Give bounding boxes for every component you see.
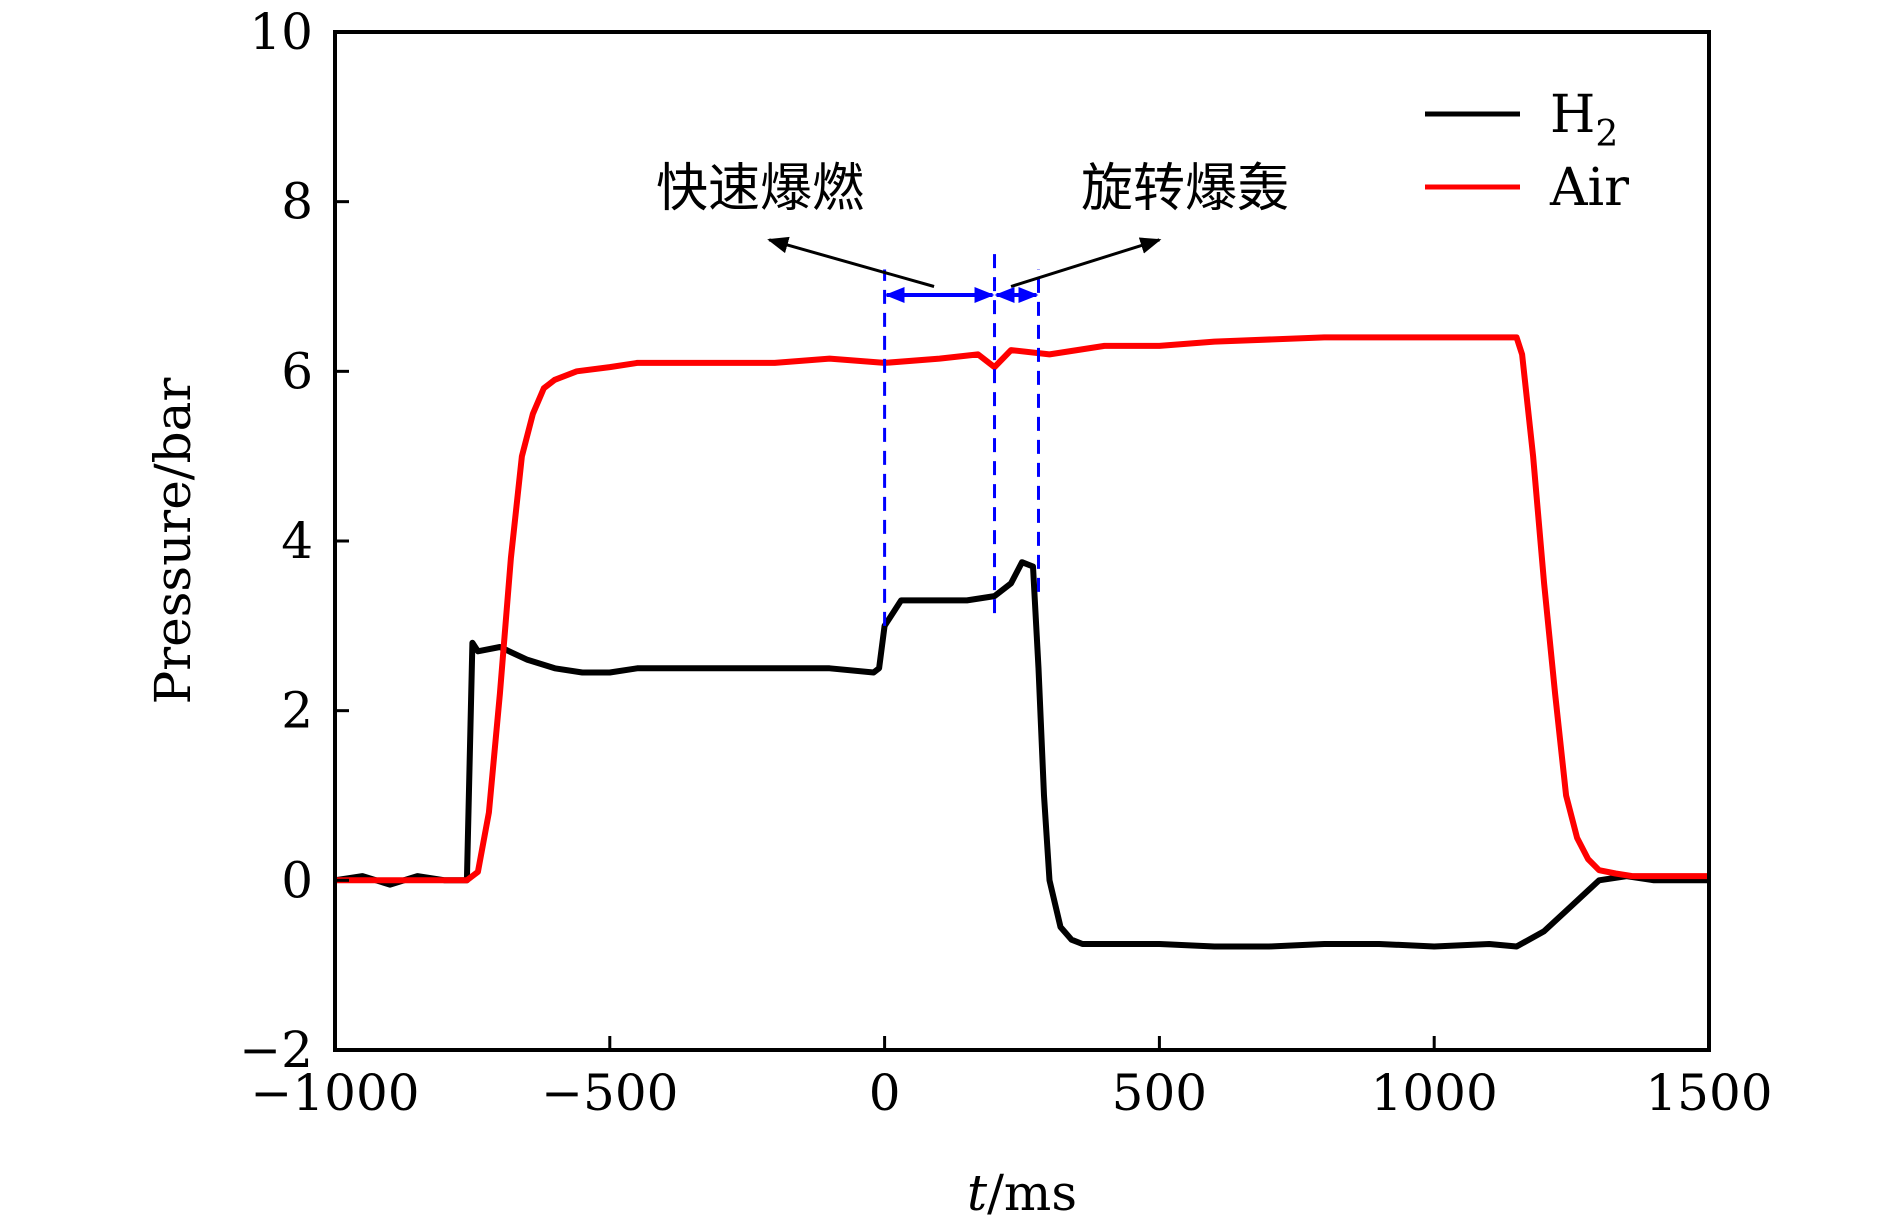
x-tick-label: −500 bbox=[541, 1064, 678, 1122]
legend-label-air: Air bbox=[1549, 158, 1629, 218]
legend-label-h2: H2 bbox=[1550, 85, 1618, 155]
x-tick-label: 0 bbox=[869, 1064, 901, 1122]
pointer-arrow-left bbox=[767, 236, 935, 288]
y-tick-label: −2 bbox=[239, 1021, 313, 1079]
series-line-air bbox=[335, 334, 1709, 884]
series-line-h2 bbox=[335, 559, 1709, 950]
series-layer bbox=[335, 334, 1709, 950]
x-tick-label: 1500 bbox=[1645, 1064, 1772, 1122]
plot-area: −1000 −500 0 500 1000 1500 −2 0 2 4 6 8 10 bbox=[239, 3, 1772, 1122]
y-tick-label: 0 bbox=[281, 851, 313, 909]
x-axis-label: t/ms bbox=[967, 1164, 1077, 1222]
y-axis-label: Pressure/bar bbox=[144, 378, 202, 705]
y-tick-label: 2 bbox=[281, 682, 313, 740]
annotation-label-detonation: 旋转爆轰 bbox=[1081, 159, 1289, 219]
x-tick-label: −1000 bbox=[250, 1064, 419, 1122]
y-axis-ticks: −2 0 2 4 6 8 10 bbox=[239, 3, 349, 1079]
x-tick-label: 1000 bbox=[1371, 1064, 1498, 1122]
legend: H2 Air bbox=[1425, 85, 1629, 218]
x-axis-ticks: −1000 −500 0 500 1000 1500 bbox=[250, 1036, 1773, 1122]
annotation-markers bbox=[767, 236, 1162, 626]
y-tick-label: 4 bbox=[281, 512, 313, 570]
y-tick-label: 8 bbox=[281, 173, 313, 231]
x-tick-label: 500 bbox=[1112, 1064, 1207, 1122]
pointer-arrow-right bbox=[1010, 237, 1162, 288]
y-tick-label: 6 bbox=[281, 342, 313, 400]
annotation-label-deflagration: 快速爆燃 bbox=[656, 159, 864, 219]
y-tick-label: 10 bbox=[249, 3, 313, 61]
